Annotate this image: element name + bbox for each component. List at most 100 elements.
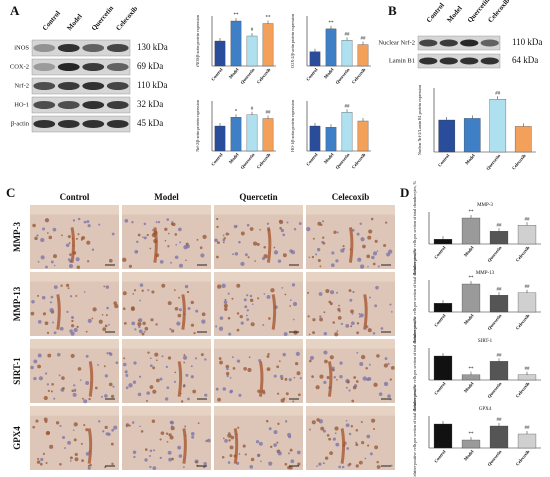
- cell: [229, 454, 233, 458]
- cell: [71, 319, 74, 323]
- cell: [139, 299, 142, 302]
- cell: [222, 238, 226, 242]
- cell: [242, 444, 246, 448]
- x-tick-label: Quercetin: [334, 67, 350, 85]
- cell: [192, 389, 197, 394]
- cell: [46, 431, 51, 435]
- cell: [387, 394, 391, 398]
- x-tick-label: Control: [433, 449, 447, 464]
- cell: [53, 331, 57, 335]
- cell: [330, 263, 335, 268]
- cell: [285, 392, 289, 396]
- cell: [253, 241, 258, 246]
- cell: [50, 260, 54, 264]
- cell: [75, 295, 78, 297]
- cell: [140, 430, 144, 433]
- cell: [287, 432, 292, 437]
- stain-streak: [363, 294, 368, 330]
- cell: [47, 389, 50, 392]
- bar: [489, 361, 509, 381]
- cell: [371, 418, 376, 423]
- stain-streak: [182, 428, 187, 464]
- cell: [164, 239, 167, 242]
- cell: [52, 321, 54, 324]
- cell: [68, 242, 71, 244]
- blot-band: [480, 39, 499, 47]
- cell: [185, 373, 189, 377]
- cell: [246, 318, 250, 321]
- blot-strip: [31, 96, 131, 114]
- cell: [332, 437, 336, 441]
- cell: [231, 297, 234, 300]
- cell: [112, 385, 115, 388]
- cell: [346, 447, 350, 450]
- cell: [83, 424, 86, 427]
- blot-row-label: iNOS: [14, 44, 29, 51]
- x-tick-label: Quercetin: [239, 67, 255, 85]
- cell: [309, 359, 312, 363]
- cell: [111, 232, 115, 236]
- cell: [104, 425, 108, 430]
- cell: [92, 307, 97, 312]
- cell: [139, 425, 141, 428]
- y-axis-label: iNOS/β-actin protein expression: [195, 15, 200, 67]
- cell: [195, 309, 199, 313]
- cell: [296, 371, 301, 376]
- cell: [221, 456, 225, 459]
- cell: [53, 264, 56, 267]
- cell: [105, 285, 110, 289]
- cell: [190, 365, 193, 368]
- cell: [378, 392, 383, 396]
- significance-label: ##: [525, 426, 531, 431]
- cell: [100, 395, 103, 398]
- cell: [132, 450, 137, 454]
- panel-label: B: [388, 3, 397, 18]
- cell: [69, 459, 72, 462]
- cell: [40, 237, 45, 243]
- cell: [194, 357, 198, 360]
- cell: [147, 289, 150, 292]
- blot-band: [57, 63, 80, 71]
- cell: [356, 322, 360, 325]
- stain-streak: [258, 361, 264, 397]
- tissue-layer: [122, 348, 211, 403]
- cell: [133, 289, 137, 292]
- cell: [316, 418, 320, 422]
- cell: [345, 386, 348, 389]
- cell: [229, 390, 233, 394]
- cell: [256, 453, 261, 458]
- y-axis-label: Nuclear Nrf-2/Lamin B1 protein expressio…: [417, 85, 422, 155]
- cell: [249, 294, 253, 298]
- cell: [138, 329, 143, 334]
- cell: [87, 224, 91, 228]
- stain-streak: [87, 428, 93, 464]
- cell: [283, 397, 286, 400]
- cell: [359, 313, 364, 318]
- x-tick-label: Model: [228, 67, 240, 80]
- cell: [293, 376, 296, 379]
- cell: [333, 230, 337, 234]
- bar: [517, 225, 537, 245]
- significance-label: **: [469, 210, 475, 215]
- cell: [178, 308, 182, 312]
- cell: [42, 227, 45, 231]
- cell: [232, 253, 235, 256]
- cell: [262, 324, 265, 327]
- bar: [262, 118, 274, 152]
- cell: [278, 219, 284, 225]
- cell: [244, 305, 248, 309]
- cell: [217, 241, 220, 245]
- cell: [111, 462, 114, 466]
- cell: [161, 355, 164, 358]
- cell: [284, 293, 287, 296]
- cell: [348, 389, 351, 392]
- cell: [358, 315, 361, 318]
- cell: [193, 331, 196, 335]
- x-tick-label: Celecoxib: [351, 67, 367, 85]
- cell: [286, 221, 289, 224]
- cell: [34, 236, 38, 241]
- cell: [160, 431, 165, 435]
- cell: [190, 432, 195, 436]
- cell: [130, 306, 135, 311]
- cell: [48, 235, 53, 240]
